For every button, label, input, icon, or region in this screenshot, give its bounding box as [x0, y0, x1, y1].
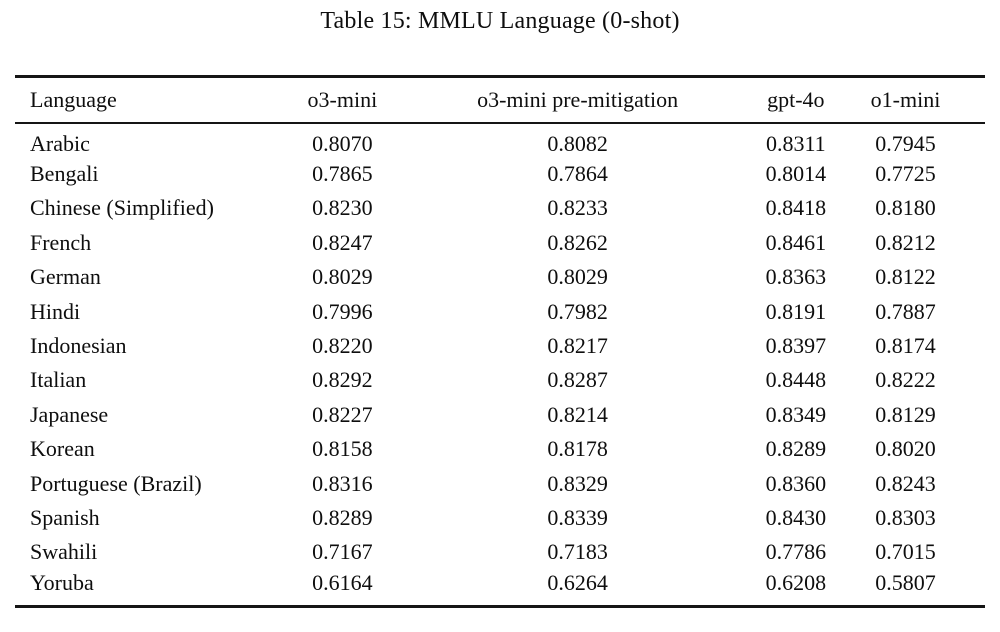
o3-mini-pre-mitigation-cell: 0.8214	[547, 401, 608, 427]
gpt-4o-cell: 0.8360	[765, 470, 827, 496]
column-header-o1-mini: o1-mini	[870, 86, 941, 112]
gpt-4o-cell: 0.6208	[765, 569, 827, 595]
o3-mini-cell: 0.8158	[312, 436, 373, 462]
o3-mini-pre-mitigation-cell: 0.8329	[547, 470, 608, 496]
o1-mini-cell: 0.8122	[875, 264, 936, 290]
o1-mini-cell: 0.8303	[875, 504, 936, 530]
gpt-4o-cell: 0.8191	[765, 298, 827, 324]
table-row-yoruba: Yoruba 0.6164 0.6264 0.6208 0.5807	[15, 570, 985, 607]
o1-mini-cell: 0.8129	[875, 401, 936, 427]
table-row-japanese: Japanese 0.8227 0.8214 0.8349 0.8129	[15, 398, 985, 432]
gpt-4o-cell: 0.8430	[765, 504, 827, 530]
gpt-4o-cell: 0.8289	[765, 436, 827, 462]
column-header-gpt-4o: gpt-4o	[767, 86, 825, 112]
language-cell: Yoruba	[30, 569, 94, 595]
language-cell: Portuguese (Brazil)	[30, 470, 202, 496]
o1-mini-cell: 0.7945	[875, 130, 936, 156]
gpt-4o-cell: 0.8448	[765, 367, 827, 393]
gpt-4o-cell: 0.8014	[765, 161, 827, 187]
gpt-4o-cell: 0.8418	[765, 195, 827, 221]
o1-mini-cell: 0.8212	[875, 229, 936, 255]
o3-mini-cell: 0.8220	[312, 333, 373, 359]
o1-mini-cell: 0.8243	[875, 470, 936, 496]
table-row-german: German 0.8029 0.8029 0.8363 0.8122	[15, 260, 985, 294]
o3-mini-cell: 0.8316	[312, 470, 373, 496]
table-body: Arabic 0.8070 0.8082 0.8311 0.7945 Benga…	[15, 123, 985, 607]
column-header-o3-mini-pre-mitigation: o3-mini pre-mitigation	[477, 86, 679, 112]
o3-mini-cell: 0.8230	[312, 195, 373, 221]
table-row-korean: Korean 0.8158 0.8178 0.8289 0.8020	[15, 432, 985, 466]
table-row-french: French 0.8247 0.8262 0.8461 0.8212	[15, 226, 985, 260]
column-header-language: Language	[30, 86, 117, 112]
gpt-4o-cell: 0.8397	[765, 333, 827, 359]
o3-mini-pre-mitigation-cell: 0.8178	[547, 436, 608, 462]
language-cell: Chinese (Simplified)	[30, 195, 214, 221]
o3-mini-pre-mitigation-cell: 0.7183	[547, 539, 608, 565]
o3-mini-cell: 0.6164	[312, 569, 373, 595]
table-row-swahili: Swahili 0.7167 0.7183 0.7786 0.7015	[15, 535, 985, 569]
language-cell: Hindi	[30, 298, 81, 324]
language-cell: French	[30, 229, 92, 255]
o3-mini-cell: 0.7167	[312, 539, 373, 565]
language-cell: Bengali	[30, 161, 99, 187]
o3-mini-pre-mitigation-cell: 0.7982	[547, 298, 608, 324]
o3-mini-cell: 0.7996	[312, 298, 373, 324]
gpt-4o-cell: 0.8349	[765, 401, 827, 427]
o1-mini-cell: 0.8020	[875, 436, 936, 462]
o1-mini-cell: 0.8180	[875, 195, 936, 221]
o3-mini-cell: 0.8070	[312, 130, 373, 156]
language-cell: Italian	[30, 367, 87, 393]
o3-mini-cell: 0.8289	[312, 504, 373, 530]
o1-mini-cell: 0.8222	[875, 367, 936, 393]
header-row: Language o3-mini o3-mini pre-mitigation …	[15, 76, 985, 123]
o1-mini-cell: 0.7725	[875, 161, 936, 187]
table-row-bengali: Bengali 0.7865 0.7864 0.8014 0.7725	[15, 157, 985, 191]
language-cell: Swahili	[30, 539, 98, 565]
o3-mini-pre-mitigation-cell: 0.6264	[547, 569, 608, 595]
o3-mini-cell: 0.7865	[312, 161, 373, 187]
table-row-arabic: Arabic 0.8070 0.8082 0.8311 0.7945	[15, 123, 985, 157]
language-cell: Indonesian	[30, 333, 127, 359]
gpt-4o-cell: 0.8363	[765, 264, 827, 290]
language-cell: Korean	[30, 436, 95, 462]
o3-mini-pre-mitigation-cell: 0.8082	[547, 130, 608, 156]
o3-mini-cell: 0.8029	[312, 264, 373, 290]
table-caption: Table 15: MMLU Language (0-shot)	[320, 8, 680, 34]
o1-mini-cell: 0.5807	[875, 569, 936, 595]
gpt-4o-cell: 0.8311	[765, 130, 826, 156]
table-row-hindi: Hindi 0.7996 0.7982 0.8191 0.7887	[15, 294, 985, 328]
o3-mini-cell: 0.8227	[312, 401, 373, 427]
o1-mini-cell: 0.7015	[875, 539, 936, 565]
language-cell: Arabic	[30, 130, 90, 156]
language-cell: Spanish	[30, 504, 100, 530]
o3-mini-pre-mitigation-cell: 0.8233	[547, 195, 608, 221]
table-header: Language o3-mini o3-mini pre-mitigation …	[15, 76, 985, 123]
o1-mini-cell: 0.7887	[875, 298, 936, 324]
o3-mini-pre-mitigation-cell: 0.8287	[547, 367, 608, 393]
table-row-italian: Italian 0.8292 0.8287 0.8448 0.8222	[15, 363, 985, 397]
o3-mini-pre-mitigation-cell: 0.8217	[547, 333, 608, 359]
o3-mini-pre-mitigation-cell: 0.8262	[547, 229, 608, 255]
language-cell: Japanese	[30, 401, 109, 427]
table-row-chinese-simplified: Chinese (Simplified) 0.8230 0.8233 0.841…	[15, 191, 985, 225]
mmlu-language-table: Language o3-mini o3-mini pre-mitigation …	[15, 75, 985, 608]
o3-mini-cell: 0.8292	[312, 367, 373, 393]
language-cell: German	[30, 264, 101, 290]
gpt-4o-cell: 0.7786	[765, 539, 827, 565]
table-row-spanish: Spanish 0.8289 0.8339 0.8430 0.8303	[15, 501, 985, 535]
o3-mini-pre-mitigation-cell: 0.7864	[547, 161, 608, 187]
o1-mini-cell: 0.8174	[875, 333, 936, 359]
column-header-o3-mini: o3-mini	[307, 86, 378, 112]
o3-mini-cell: 0.8247	[312, 229, 373, 255]
o3-mini-pre-mitigation-cell: 0.8029	[547, 264, 608, 290]
o3-mini-pre-mitigation-cell: 0.8339	[547, 504, 608, 530]
table-row-portuguese-brazil: Portuguese (Brazil) 0.8316 0.8329 0.8360…	[15, 466, 985, 500]
table-row-indonesian: Indonesian 0.8220 0.8217 0.8397 0.8174	[15, 329, 985, 363]
gpt-4o-cell: 0.8461	[765, 229, 827, 255]
